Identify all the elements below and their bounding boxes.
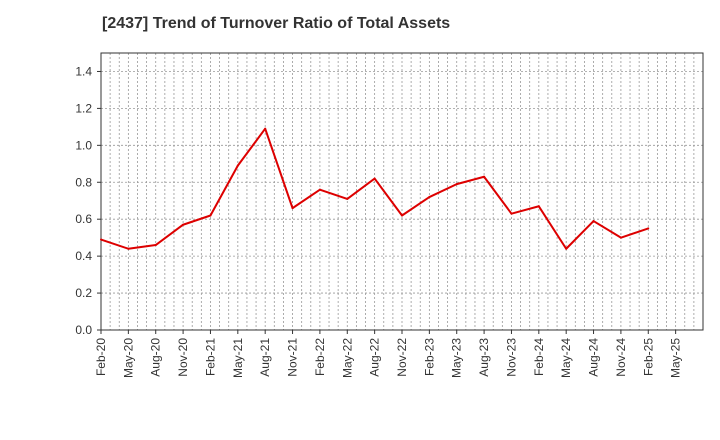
x-tick-label: May-21 xyxy=(231,338,245,378)
data-point xyxy=(154,244,157,247)
y-tick-label: 0.6 xyxy=(75,212,92,226)
x-tick-label: Nov-21 xyxy=(286,338,300,377)
data-point xyxy=(619,236,622,239)
data-point xyxy=(127,247,130,250)
data-point xyxy=(510,212,513,215)
y-axis: 0.0 0.2 0.4 0.6 0.8 1.0 1.2 1.4 xyxy=(75,64,101,337)
grid-lines xyxy=(101,53,703,330)
chart-title: [2437] Trend of Turnover Ratio of Total … xyxy=(102,15,451,32)
x-tick-label: Feb-20 xyxy=(94,338,108,376)
data-point xyxy=(236,164,239,167)
x-tick-label: Aug-22 xyxy=(368,338,382,377)
data-point xyxy=(291,207,294,210)
x-tick-label: Aug-24 xyxy=(587,338,601,377)
x-tick-label: Aug-20 xyxy=(149,338,163,377)
data-point xyxy=(346,197,349,200)
data-point xyxy=(592,220,595,223)
y-tick-label: 1.4 xyxy=(75,64,92,78)
x-tick-label: May-25 xyxy=(669,338,683,378)
series-group xyxy=(100,127,650,250)
y-tick-label: 0.0 xyxy=(75,323,92,337)
data-point xyxy=(483,175,486,178)
data-point xyxy=(455,183,458,186)
data-point xyxy=(209,214,212,217)
x-tick-label: Feb-21 xyxy=(203,338,217,376)
x-tick-label: Aug-21 xyxy=(258,338,272,377)
y-tick-label: 1.2 xyxy=(75,101,92,115)
x-tick-label: Feb-22 xyxy=(313,338,327,376)
x-tick-label: Feb-23 xyxy=(422,338,436,376)
y-tick-label: 1.0 xyxy=(75,138,92,152)
x-tick-label: Feb-25 xyxy=(641,338,655,376)
x-tick-label: Nov-22 xyxy=(395,338,409,377)
x-tick-label: Nov-23 xyxy=(504,338,518,377)
y-tick-label: 0.4 xyxy=(75,249,92,263)
x-tick-label: May-23 xyxy=(450,338,464,378)
data-point xyxy=(647,227,650,230)
data-point xyxy=(182,223,185,226)
data-point xyxy=(537,205,540,208)
data-point xyxy=(428,196,431,199)
x-tick-label: Nov-24 xyxy=(614,338,628,377)
y-tick-label: 0.8 xyxy=(75,175,92,189)
data-point xyxy=(373,177,376,180)
data-point xyxy=(318,188,321,191)
x-tick-label: May-24 xyxy=(559,338,573,378)
x-tick-label: Nov-20 xyxy=(176,338,190,377)
x-tick-label: May-22 xyxy=(340,338,354,378)
data-point xyxy=(100,238,102,241)
data-point xyxy=(565,247,568,250)
data-point xyxy=(264,127,267,130)
x-tick-label: May-20 xyxy=(121,338,135,378)
x-tick-label: Feb-24 xyxy=(532,338,546,376)
x-axis: Feb-20 May-20 Aug-20 Nov-20 Feb-21 May-21 Aug-… xyxy=(94,330,683,378)
data-point xyxy=(401,214,403,217)
x-tick-label: Aug-23 xyxy=(477,338,491,377)
y-tick-label: 0.2 xyxy=(75,286,92,300)
